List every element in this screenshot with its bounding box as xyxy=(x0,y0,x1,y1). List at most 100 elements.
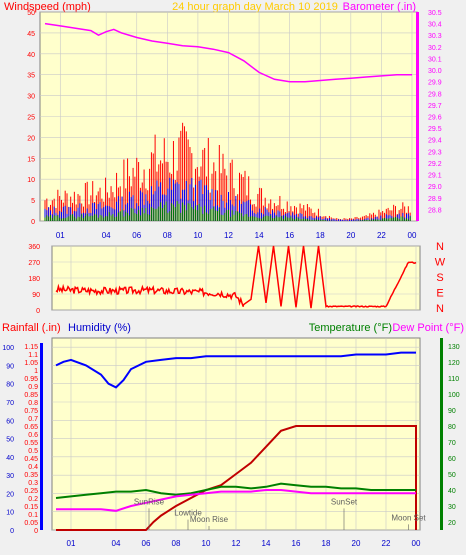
annotation-label: Moon Set xyxy=(391,513,426,522)
wind-left-tick: 25 xyxy=(27,115,35,122)
wind-low-bars xyxy=(44,201,411,221)
temperature-x-tick: 18 xyxy=(322,539,331,548)
wind-right-tick: 30.0 xyxy=(428,68,442,75)
wind-left-tick: 10 xyxy=(27,177,35,184)
humidity-axis-bar xyxy=(40,343,43,530)
rainfall-tick: 0.15 xyxy=(24,504,38,511)
temperature-x-tick: 10 xyxy=(202,539,211,548)
temperature-x-tick: 06 xyxy=(142,539,151,548)
direction-grid xyxy=(52,245,420,311)
temperature-x-tick: 12 xyxy=(232,539,241,548)
temperature-x-tick: 14 xyxy=(262,539,271,548)
rainfall-tick: 0.95 xyxy=(24,376,38,383)
temperature-x-tick: 22 xyxy=(382,539,391,548)
direction-left-tick: 90 xyxy=(32,292,40,299)
wind-right-ticks: 28.8 28.9 29.0 29.1 29.2 29.3 29.4 29.5 29.6 29.7… xyxy=(428,10,442,214)
wind-direction-line xyxy=(55,245,417,309)
rainfall-tick: 0.2 xyxy=(28,496,38,503)
direction-compass-label: N xyxy=(436,241,444,253)
temperature-line xyxy=(55,482,416,499)
wind-right-tick: 28.9 xyxy=(428,196,442,203)
humidity-line xyxy=(55,351,416,389)
rainfall-tick: 0.75 xyxy=(24,408,38,415)
temperature-tick: 110 xyxy=(448,376,459,383)
direction-left-ticks: 0 90 180 270 360 xyxy=(28,244,40,315)
temperature-x-tick: 08 xyxy=(172,539,181,548)
wind-left-tick: 50 xyxy=(27,10,35,17)
wind-x-tick: 12 xyxy=(224,231,233,240)
temperature-label: Temperature (°F) xyxy=(309,322,392,334)
wind-left-tick: 35 xyxy=(27,73,35,80)
humidity-label: Humidity (%) xyxy=(68,322,131,334)
temperature-x-tick: 20 xyxy=(352,539,361,548)
wind-x-ticks: 01 04 06 08 10 12 14 16 18 20 22 00 xyxy=(56,231,417,240)
annotation-label: SunSet xyxy=(331,497,358,506)
rainfall-tick: 0.45 xyxy=(24,456,38,463)
rainfall-tick: 0.05 xyxy=(24,520,38,527)
temperature-tick: 100 xyxy=(448,392,460,399)
wind-right-tick: 29.0 xyxy=(428,184,442,191)
wind-x-tick: 22 xyxy=(377,231,386,240)
wind-x-tick: 01 xyxy=(56,231,65,240)
wind-right-label: Barometer (.in) xyxy=(343,1,416,13)
temperature-x-ticks: 01 04 06 08 10 12 14 16 18 20 22 00 xyxy=(67,539,421,548)
wind-right-tick: 30.2 xyxy=(428,45,442,52)
rainfall-tick: 0.55 xyxy=(24,440,38,447)
wind-left-label: Windspeed (mph) xyxy=(4,1,91,13)
wind-right-tick: 30.1 xyxy=(428,56,442,63)
temperature-tick: 70 xyxy=(448,440,456,447)
rainfall-tick: 0.85 xyxy=(24,392,38,399)
temperature-tick: 120 xyxy=(448,360,460,367)
humidity-tick: 90 xyxy=(6,363,14,370)
wind-x-tick: 10 xyxy=(193,231,202,240)
rainfall-tick: 1.15 xyxy=(24,344,38,351)
wind-right-tick: 29.9 xyxy=(428,80,442,87)
rainfall-tick: 0.65 xyxy=(24,424,38,431)
direction-left-tick: 270 xyxy=(28,260,40,267)
humidity-tick: 50 xyxy=(6,437,14,444)
page-title: 24 hour graph day March 10 2019 xyxy=(172,1,338,13)
wind-left-tick: 40 xyxy=(27,52,35,59)
direction-compass-label: S xyxy=(436,272,443,284)
rainfall-tick: 1.1 xyxy=(28,352,38,359)
annotation-label: SunRise xyxy=(134,497,165,506)
wind-x-tick: 14 xyxy=(255,231,264,240)
temperature-tick: 80 xyxy=(448,424,456,431)
direction-left-tick: 360 xyxy=(28,244,40,251)
rainfall-line xyxy=(56,425,417,531)
barometer-axis-bar xyxy=(416,12,419,221)
wind-left-tick: 0 xyxy=(31,219,35,226)
temperature-tick: 60 xyxy=(448,456,456,463)
humidity-tick: 30 xyxy=(6,473,14,480)
direction-left-tick: 180 xyxy=(28,276,40,283)
rainfall-tick: 0.3 xyxy=(28,480,38,487)
temperature-tick: 20 xyxy=(448,520,456,527)
wind-right-tick: 29.2 xyxy=(428,161,442,168)
wind-right-tick: 29.1 xyxy=(428,173,442,180)
rainfall-tick: 0.35 xyxy=(24,472,38,479)
wind-x-tick: 08 xyxy=(163,231,172,240)
rainfall-tick: 0 xyxy=(34,528,38,535)
annotation-label: Moon Rise xyxy=(190,515,229,524)
wind-x-tick: 06 xyxy=(132,231,141,240)
rainfall-tick: 0.4 xyxy=(28,464,38,471)
wind-x-tick: 20 xyxy=(346,231,355,240)
humidity-tick: 60 xyxy=(6,418,14,425)
rainfall-tick: 0.9 xyxy=(28,384,38,391)
humidity-ticks: 0 10 20 30 40 50 60 70 80 90 100 xyxy=(2,345,14,535)
wind-x-tick: 18 xyxy=(316,231,325,240)
temperature-axis-bar xyxy=(440,338,443,530)
wind-right-tick: 29.6 xyxy=(428,115,442,122)
temperature-tick: 50 xyxy=(448,472,456,479)
humidity-tick: 80 xyxy=(6,382,14,389)
rainfall-tick: 1.05 xyxy=(24,360,38,367)
direction-compass-label: W xyxy=(435,257,446,269)
dewpoint-label: Dew Point (°F) xyxy=(392,322,464,334)
rainfall-ticks: 00.050.10.150.20.250.30.350.40.450.50.55… xyxy=(24,344,38,535)
wind-right-tick: 30.5 xyxy=(428,10,442,17)
wind-left-ticks: 0 5 10 15 20 25 30 35 40 45 50 xyxy=(27,10,35,226)
temperature-grid xyxy=(52,338,420,531)
humidity-tick: 0 xyxy=(10,528,14,535)
